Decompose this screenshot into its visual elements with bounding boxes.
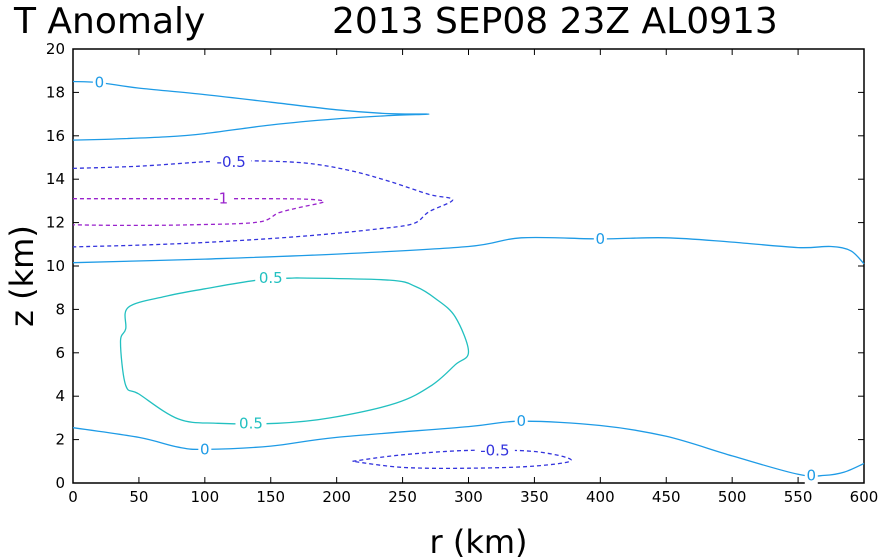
contour-label: -1 — [213, 190, 228, 208]
contour-label-bg — [514, 412, 528, 431]
y-tick-label: 10 — [46, 257, 65, 275]
x-tick-label: 450 — [652, 488, 681, 506]
contour-label: 0 — [200, 440, 210, 458]
contour-line — [72, 160, 454, 248]
contour-label: 0 — [806, 466, 816, 484]
x-tick-label: 300 — [454, 488, 483, 506]
contour-line — [119, 277, 470, 425]
x-tick-label: 550 — [784, 488, 813, 506]
contour-zero-upper: 0 — [72, 73, 430, 141]
contour-line — [72, 236, 865, 265]
chart-title-left: T Anomaly — [13, 1, 205, 42]
contour-label-bg — [209, 189, 232, 208]
contour-zero-mid: 0 — [72, 229, 865, 265]
y-tick-label: 0 — [55, 474, 65, 492]
plot-frame — [72, 48, 865, 484]
x-tick-label: 200 — [322, 488, 351, 506]
contour-label-bg — [198, 440, 212, 459]
contour-minus-half-upper: -0.5 — [72, 152, 454, 248]
x-tick-label: 500 — [718, 488, 747, 506]
x-tick-label: 400 — [586, 488, 615, 506]
y-tick-label: 4 — [55, 387, 65, 405]
contour-line — [352, 449, 572, 470]
contour-label-bg — [474, 441, 515, 460]
contour-plus-half: 0.5 0.5 — [119, 268, 470, 433]
contour-label-bg — [92, 73, 106, 92]
y-axis-label: z (km) — [3, 225, 41, 327]
contour-label-bg — [804, 466, 818, 485]
contour-label-bg — [593, 229, 607, 248]
axis-ticks: 0 50 100 150 200 250 300 350 400 450 500 550 6000246… — [46, 40, 878, 506]
contour-zero-lower: 0 0 0 — [72, 412, 865, 485]
x-tick-label: 350 — [520, 488, 549, 506]
x-tick-label: 100 — [191, 488, 220, 506]
x-tick-label: 50 — [129, 488, 148, 506]
y-tick-label: 2 — [55, 431, 65, 449]
y-tick-label: 12 — [46, 214, 65, 232]
contour-minus-one: -1 — [72, 189, 325, 227]
contour-label-bg — [211, 152, 252, 171]
contour-label: 0 — [95, 74, 105, 92]
y-tick-label: 20 — [46, 40, 65, 58]
x-tick-label: 250 — [388, 488, 417, 506]
y-tick-label: 16 — [46, 127, 65, 145]
contour-label: 0 — [516, 412, 526, 430]
contour-label-bg — [235, 414, 267, 433]
contour-label: 0.5 — [259, 269, 283, 287]
y-tick-label: 18 — [46, 83, 65, 101]
contour-line — [72, 80, 430, 141]
y-tick-label: 6 — [55, 344, 65, 362]
y-tick-label: 8 — [55, 300, 65, 318]
x-tick-label: 0 — [68, 488, 78, 506]
contour-label: 0 — [596, 230, 606, 248]
x-tick-label: 150 — [256, 488, 285, 506]
contours: 0 -0.5 -1 0 0.5 0.5 0 0 0 -0.5 — [72, 73, 865, 485]
x-tick-label: 600 — [850, 488, 879, 506]
contour-label-bg — [255, 268, 287, 287]
contour-label: 0.5 — [239, 414, 263, 432]
contour-minus-half-lower: -0.5 — [352, 441, 572, 470]
contour-label: -0.5 — [217, 153, 246, 171]
y-tick-label: 14 — [46, 170, 65, 188]
chart-title-right: 2013 SEP08 23Z AL0913 — [332, 1, 778, 42]
x-axis-label: r (km) — [430, 523, 528, 559]
contour-label: -0.5 — [480, 441, 509, 459]
contour-line — [72, 198, 325, 227]
